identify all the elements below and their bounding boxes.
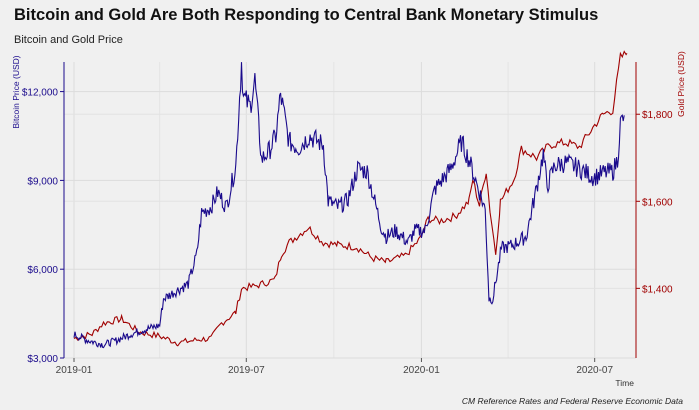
axis-layer — [63, 62, 637, 358]
x-tick-label: 2019-07 — [228, 365, 265, 376]
chart-title: Bitcoin and Gold Are Both Responding to … — [14, 6, 599, 24]
chart-subtitle: Bitcoin and Gold Price — [14, 34, 123, 46]
grid-layer — [64, 62, 636, 359]
x-tick-label: 2019-01 — [56, 365, 93, 376]
y-left-tick-label: $3,000 — [27, 354, 58, 365]
y-left-tick-label: $6,000 — [27, 265, 58, 276]
x-tick-label: 2020-01 — [403, 365, 440, 376]
y-axis-left-title: Bitcoin Price (USD) — [11, 55, 21, 128]
y-left-tick-label: $9,000 — [27, 176, 58, 187]
source-caption: CM Reference Rates and Federal Reserve E… — [461, 396, 683, 406]
x-axis-title: Time — [615, 378, 634, 388]
y-left-tick-label: $12,000 — [22, 88, 59, 99]
gold-price-line — [73, 50, 628, 347]
y-right-tick-label: $1,400 — [642, 284, 673, 295]
bitcoin-price-line — [73, 62, 625, 349]
y-axis-right-title: Gold Price (USD) — [676, 51, 686, 117]
x-tick-label: 2020-07 — [576, 365, 613, 376]
tick-layer: 2019-01 2019-07 2020-01 2020-07 $3,000 $6,000… — [22, 88, 673, 376]
y-right-tick-label: $1,600 — [642, 197, 673, 208]
y-right-tick-label: $1,800 — [642, 110, 673, 121]
